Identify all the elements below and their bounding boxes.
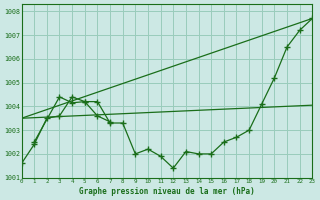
X-axis label: Graphe pression niveau de la mer (hPa): Graphe pression niveau de la mer (hPa) (79, 187, 255, 196)
